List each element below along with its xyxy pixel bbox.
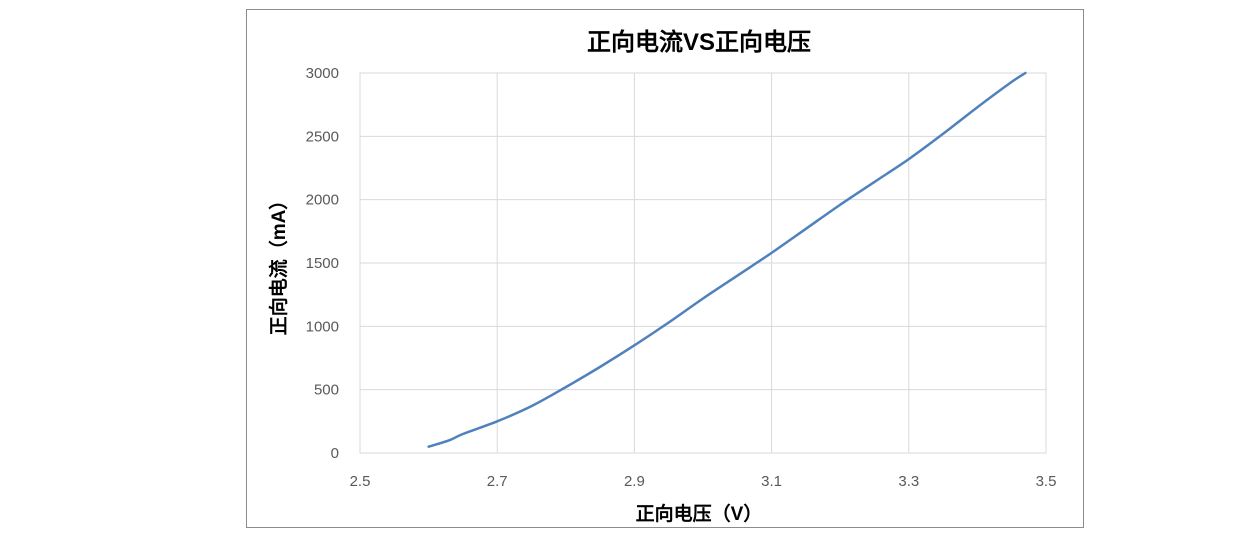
- y-tick-label: 500: [314, 382, 339, 399]
- y-tick-label: 2500: [306, 128, 339, 145]
- chart-frame: 正向电流VS正向电压 0 500 1000 1500 2000 2500 3000 2.5 2.…: [246, 9, 1084, 528]
- x-tick-label: 2.9: [624, 473, 645, 490]
- y-tick-label: 2000: [306, 192, 339, 209]
- line-chart: 正向电流VS正向电压 0 500 1000 1500 2000 2500 3000 2.5 2.…: [267, 28, 1057, 525]
- series-line: [427, 71, 1027, 448]
- x-axis-title: 正向电压（V）: [636, 502, 763, 525]
- x-tick-label: 3.5: [1036, 473, 1057, 490]
- y-tick-label: 3000: [306, 65, 339, 82]
- y-tick-label: 1500: [306, 255, 339, 272]
- grid-lines: [359, 72, 1047, 454]
- y-tick-label: 1000: [306, 318, 339, 335]
- x-tick-label: 2.7: [487, 473, 508, 490]
- plot-area-border: [359, 72, 1047, 454]
- x-tick-label: 2.5: [350, 473, 371, 490]
- y-tick-label: 0: [331, 445, 339, 462]
- series-layer: [427, 71, 1027, 448]
- x-tick-label: 3.3: [898, 473, 919, 490]
- tick-labels: 0 500 1000 1500 2000 2500 3000 2.5 2.7 2.9 3.1 3.3 3…: [306, 65, 1057, 490]
- chart-title: 正向电流VS正向电压: [587, 28, 811, 56]
- x-tick-label: 3.1: [761, 473, 782, 490]
- y-axis-title: 正向电流（mA）: [267, 191, 290, 336]
